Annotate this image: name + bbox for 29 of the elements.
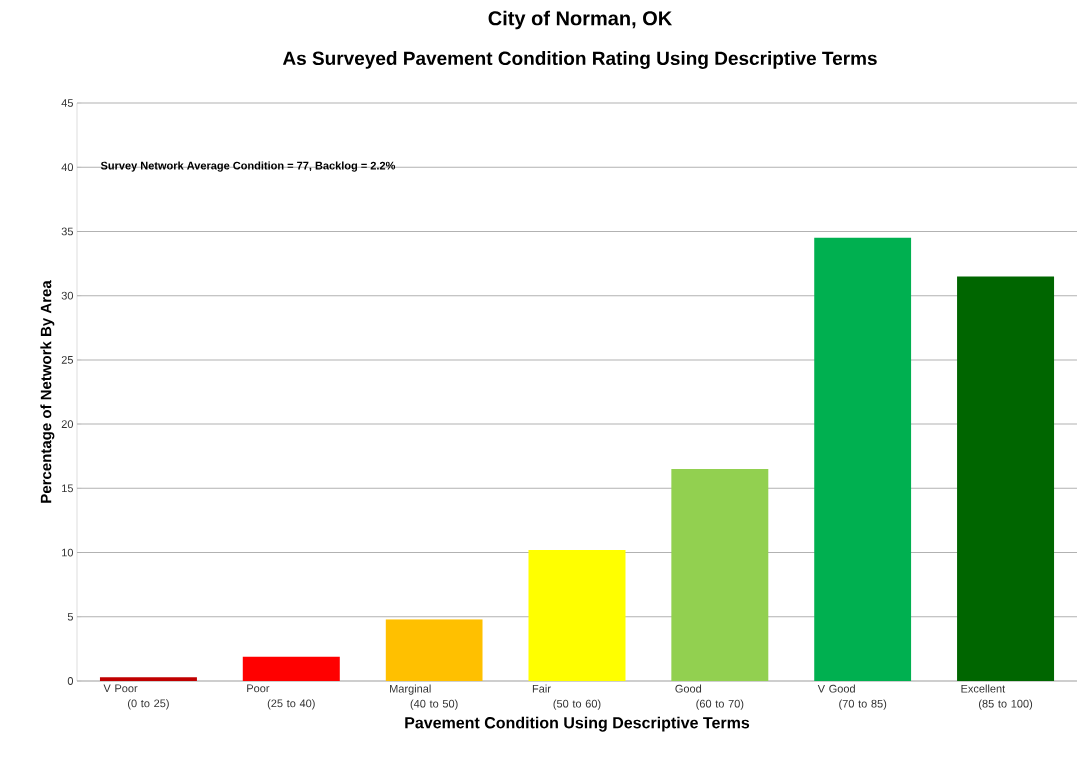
x-tick-label: V Good (70 to 85)	[817, 684, 887, 710]
x-tick-label: Poor (25 to 40)	[247, 684, 315, 710]
y-axis-title: Percentage of Network By Area	[40, 280, 55, 503]
y-tick-label: 5	[67, 612, 73, 621]
bar	[814, 237, 912, 681]
x-tick-label: Marginal (40 to 50)	[390, 684, 458, 710]
bar	[957, 276, 1055, 681]
x-tick-label: Good (60 to 70)	[675, 684, 744, 710]
chart-subtitle: As Surveyed Pavement Condition Rating Using Descriptive Terms	[282, 51, 877, 69]
y-tick-label: 20	[61, 420, 74, 429]
annotation: Survey Network Average Condition = 77, Backlog = 2.2%	[100, 161, 396, 172]
y-tick-label: 45	[61, 99, 73, 107]
chart-title: City of Norman, OK	[488, 10, 673, 30]
x-tick-label: Fair (50 to 60)	[532, 684, 601, 710]
y-tick-label: 25	[61, 356, 73, 364]
bar	[99, 677, 197, 681]
bar	[671, 469, 769, 681]
bar	[242, 656, 340, 681]
x-tick-label: Excellent (85 to 100)	[961, 684, 1033, 710]
y-tick-label: 30	[61, 291, 74, 300]
y-tick-label: 10	[62, 548, 74, 557]
bar	[528, 549, 626, 681]
y-tick-label: 35	[61, 227, 73, 236]
y-tick-label: 40	[61, 163, 74, 172]
x-tick-label: V Poor (0 to 25)	[103, 684, 169, 710]
bar	[385, 619, 483, 681]
x-axis-title: Pavement Condition Using Descriptive Terms	[405, 716, 750, 732]
y-tick-label: 15	[62, 484, 73, 493]
y-tick-label: 0	[67, 677, 74, 685]
